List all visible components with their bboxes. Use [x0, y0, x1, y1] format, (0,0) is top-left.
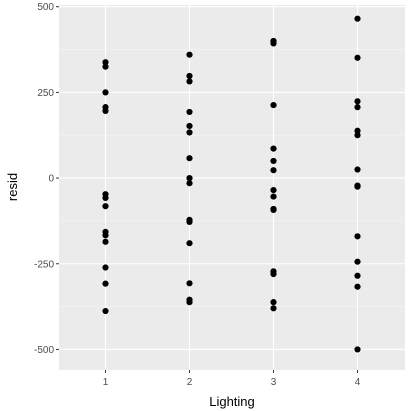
data-point — [186, 78, 193, 85]
data-point — [270, 305, 277, 312]
x-tick-label: 4 — [355, 377, 361, 388]
data-point — [270, 101, 277, 109]
data-point — [186, 280, 193, 287]
data-point — [354, 15, 361, 22]
data-point — [186, 180, 193, 187]
data-point — [270, 167, 277, 174]
y-tick-label: 0 — [48, 174, 54, 185]
data-point — [354, 183, 361, 190]
data-point — [354, 127, 361, 134]
data-point — [186, 108, 193, 116]
data-point — [270, 299, 277, 306]
x-tick-label: 1 — [103, 377, 109, 388]
x-axis: 1 2 3 4 — [103, 370, 361, 388]
data-point — [186, 51, 193, 58]
data-point — [270, 40, 277, 47]
data-point — [186, 129, 193, 136]
x-tick-label: 2 — [187, 377, 193, 388]
data-point — [354, 346, 361, 353]
data-point — [102, 63, 109, 70]
data-point — [102, 280, 109, 287]
x-axis-title: Lighting — [209, 394, 255, 409]
y-tick-label: 500 — [37, 2, 54, 13]
x-tick-label: 3 — [271, 377, 277, 388]
data-point — [102, 194, 109, 202]
data-point — [102, 307, 109, 315]
y-axis-title: resid — [5, 173, 20, 201]
data-point — [102, 89, 109, 96]
data-point — [354, 166, 361, 173]
data-point — [270, 145, 277, 152]
plot-panel — [59, 5, 405, 370]
y-tick-label: 250 — [37, 88, 54, 99]
data-point — [186, 174, 193, 182]
data-point — [354, 283, 361, 290]
data-point — [354, 258, 361, 265]
y-tick-label: -250 — [34, 259, 54, 270]
data-point — [354, 98, 361, 105]
data-point — [186, 122, 193, 130]
data-point — [102, 107, 109, 115]
data-point — [102, 59, 109, 66]
data-points — [102, 15, 361, 353]
data-point — [186, 72, 193, 80]
data-point — [186, 218, 193, 226]
data-point — [186, 155, 193, 162]
data-point — [270, 157, 277, 165]
data-point — [102, 232, 109, 239]
data-point — [102, 238, 109, 245]
y-tick-label: -500 — [34, 345, 54, 356]
data-point — [270, 193, 277, 200]
data-point — [270, 186, 277, 194]
data-point — [102, 264, 109, 271]
data-point — [186, 240, 193, 247]
y-axis: 500 250 0 -250 -500 — [34, 2, 59, 356]
data-point — [354, 54, 361, 61]
data-point — [270, 206, 277, 214]
data-point — [270, 270, 277, 278]
data-point — [354, 272, 361, 279]
data-point — [354, 132, 361, 139]
data-point — [186, 299, 193, 306]
data-point — [354, 233, 361, 240]
data-point — [102, 203, 109, 210]
data-point — [354, 104, 361, 111]
